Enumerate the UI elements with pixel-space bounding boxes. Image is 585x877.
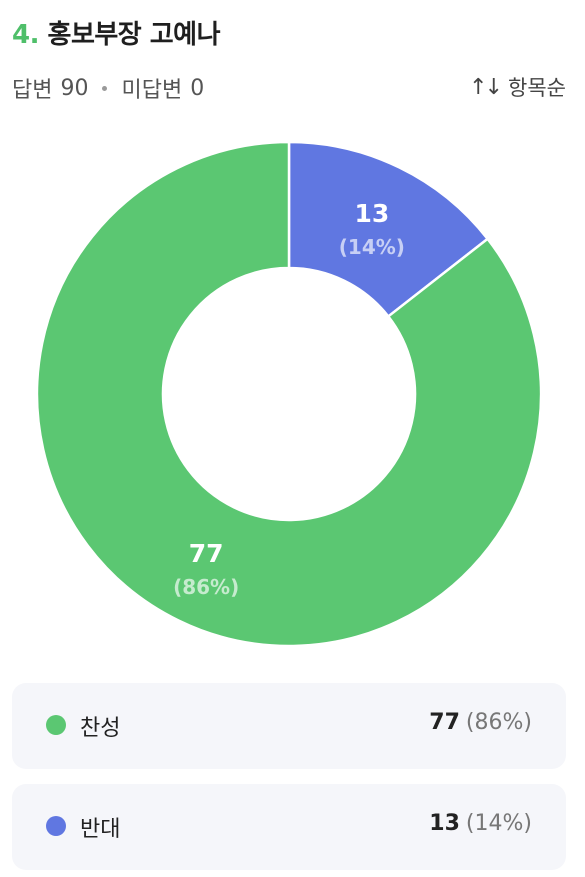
sort-button[interactable]: ↑↓ 항목순: [469, 72, 566, 102]
response-stats: 답변 90 미답변 0: [12, 72, 204, 104]
legend-count-approve: 77: [429, 710, 460, 735]
separator-dot: [102, 85, 108, 91]
legend-percent-approve: (86%): [465, 710, 532, 735]
donut-slice-oppose[interactable]: [287, 140, 490, 319]
sort-label: 항목순: [508, 76, 566, 100]
slice-value-label-approve: 77: [189, 539, 224, 568]
question-title: 4. 홍보부장 고예나: [12, 14, 221, 51]
legend-label-approve: 찬성: [80, 716, 121, 741]
legend-label-oppose: 반대: [80, 817, 121, 842]
unanswered-count: 0: [190, 75, 205, 101]
legend-value-oppose: 13 (14%): [429, 811, 532, 836]
legend-count-oppose: 13: [429, 811, 460, 836]
question-text: 홍보부장 고예나: [47, 20, 221, 50]
unanswered-label: 미답변: [121, 78, 183, 103]
legend-swatch-oppose: [46, 816, 66, 836]
slice-value-label-oppose: 13: [354, 199, 389, 228]
slice-percent-label-approve: (86%): [173, 575, 239, 599]
legend-swatch-approve: [46, 715, 66, 735]
legend-percent-oppose: (14%): [465, 811, 532, 836]
legend-item-oppose[interactable]: 반대 13 (14%): [12, 784, 566, 870]
donut-slice-approve[interactable]: [35, 140, 543, 648]
question-number: 4.: [12, 20, 39, 50]
answered-label: 답변: [12, 78, 53, 103]
sort-arrows-icon: ↑↓: [469, 74, 503, 100]
legend-item-approve[interactable]: 찬성 77 (86%): [12, 683, 566, 769]
donut-chart: 13 (14%) 77 (86%): [35, 140, 543, 648]
slice-percent-label-oppose: (14%): [339, 235, 405, 259]
answered-count: 90: [60, 75, 89, 101]
legend-value-approve: 77 (86%): [429, 710, 532, 735]
